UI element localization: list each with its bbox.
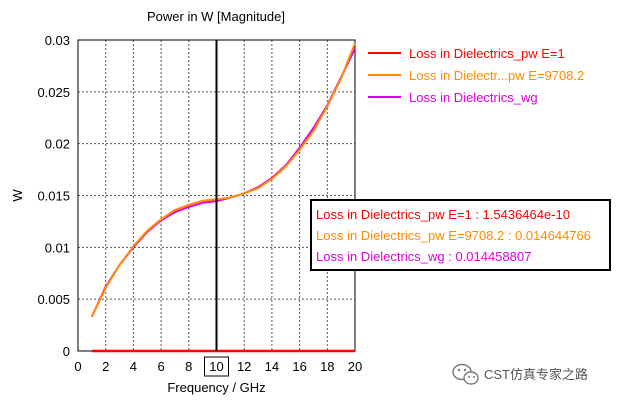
- x-tick-label: 16: [292, 359, 306, 374]
- y-tick-label: 0.02: [45, 137, 70, 152]
- series-line-3: [90, 47, 356, 318]
- x-tick-label: 20: [348, 359, 362, 374]
- x-tick-label: 14: [265, 359, 279, 374]
- y-tick-label: 0.01: [45, 240, 70, 255]
- series-layer: [90, 42, 356, 353]
- x-tick-label: 18: [320, 359, 334, 374]
- watermark: CST仿真专家之路: [452, 363, 588, 385]
- x-tick-label: 0: [74, 359, 81, 374]
- legend-entry-3: Loss in Dielectrics_wg: [409, 90, 538, 105]
- watermark-text: CST仿真专家之路: [484, 367, 588, 382]
- marker-label: 10: [209, 359, 223, 374]
- x-tick-label: 2: [102, 359, 109, 374]
- readout-line-2: Loss in Dielectrics_pw E=9708.2 : 0.0146…: [316, 228, 591, 243]
- x-tick-label: 4: [130, 359, 137, 374]
- legend-entry-2: Loss in Dielectr...pw E=9708.2: [409, 68, 584, 83]
- marker-readout-box: [310, 199, 611, 271]
- wechat-icon: [452, 363, 479, 385]
- readout-line-1: Loss in Dielectrics_pw E=1 : 1.5436464e-…: [316, 207, 570, 222]
- x-tick-label: 12: [237, 359, 251, 374]
- axis-ticks: 0 2 4 6 8 12 14 16 18 20 0 0.005 0.01 0.015 0.02 0.025 0…: [37, 33, 362, 374]
- readout-line-3: Loss in Dielectrics_wg : 0.014458807: [316, 249, 531, 264]
- y-tick-label: 0.015: [37, 189, 70, 204]
- series-line-2: [90, 42, 356, 318]
- y-tick-label: 0.03: [45, 33, 70, 48]
- y-tick-label: 0: [63, 344, 70, 359]
- y-axis-title: W: [10, 189, 25, 202]
- marker-label-box[interactable]: [204, 356, 229, 377]
- marker-readout: Loss in Dielectrics_pw E=1 : 1.5436464e-…: [316, 207, 591, 264]
- legend: Loss in Dielectrics_pw E=1 Loss in Dielec…: [368, 46, 584, 105]
- y-tick-label: 0.005: [37, 292, 70, 307]
- chart-title: Power in W [Magnitude]: [147, 9, 285, 24]
- y-tick-label: 0.025: [37, 85, 70, 100]
- legend-entry-1: Loss in Dielectrics_pw E=1: [409, 46, 565, 61]
- x-tick-label: 6: [157, 359, 164, 374]
- x-axis-title: Frequency / GHz: [167, 380, 265, 395]
- x-tick-label: 8: [185, 359, 192, 374]
